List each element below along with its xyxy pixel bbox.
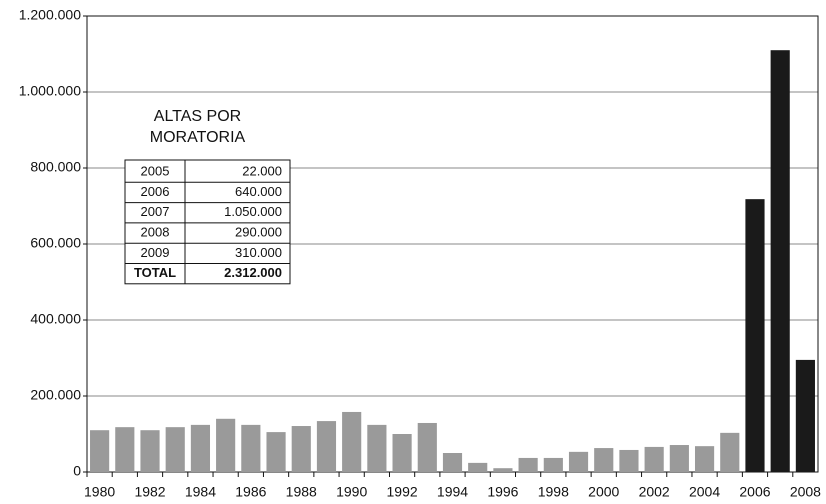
bar	[518, 457, 538, 472]
bar	[241, 424, 261, 472]
bar	[568, 451, 589, 472]
x-tick-label: 1988	[286, 484, 317, 500]
table-title: MORATORIA	[150, 129, 246, 146]
x-tick-label: 1998	[538, 484, 569, 500]
x-tick-label: 1980	[84, 484, 115, 500]
bar	[468, 462, 488, 472]
bar	[745, 199, 765, 472]
y-tick-label: 600.000	[30, 235, 81, 251]
x-tick-label: 2004	[689, 484, 720, 500]
bar	[190, 424, 211, 472]
bar	[694, 446, 715, 472]
bar	[720, 432, 740, 472]
table-value: 22.000	[242, 164, 282, 179]
bar	[291, 426, 311, 472]
x-tick-label: 1990	[336, 484, 367, 500]
table-title: ALTAS POR	[154, 108, 241, 125]
table-year: 2006	[141, 184, 170, 199]
table-year: 2008	[141, 224, 170, 239]
bar	[417, 422, 437, 472]
y-tick-label: 0	[73, 463, 81, 479]
bar	[493, 468, 513, 472]
y-tick-label: 200.000	[30, 387, 81, 403]
bar	[619, 449, 639, 472]
bar	[115, 427, 135, 472]
table-value: 290.000	[235, 224, 282, 239]
x-tick-label: 2002	[639, 484, 670, 500]
bar	[266, 432, 286, 472]
table-year: 2009	[141, 245, 170, 260]
y-tick-label: 1.200.000	[19, 7, 81, 23]
bar	[442, 453, 463, 472]
table-value: 1.050.000	[224, 204, 282, 219]
table-value: 640.000	[235, 184, 282, 199]
y-tick-label: 400.000	[30, 311, 81, 327]
bar	[316, 421, 337, 472]
table-value: 310.000	[235, 245, 282, 260]
x-tick-label: 1982	[134, 484, 165, 500]
table-year: 2005	[141, 164, 170, 179]
bar	[165, 427, 185, 472]
bar	[770, 50, 790, 472]
bar	[392, 434, 412, 472]
bar	[795, 359, 815, 472]
table-year: 2007	[141, 204, 170, 219]
bar	[90, 430, 110, 472]
x-tick-label: 1994	[437, 484, 468, 500]
x-tick-label: 2000	[588, 484, 619, 500]
bar	[594, 448, 614, 472]
x-tick-label: 2008	[790, 484, 821, 500]
table-total-value: 2.312.000	[224, 265, 282, 280]
x-tick-label: 1986	[235, 484, 266, 500]
bar	[216, 418, 236, 472]
bar	[543, 457, 563, 472]
x-tick-label: 2006	[739, 484, 770, 500]
bar	[367, 424, 387, 472]
bar	[669, 445, 689, 472]
x-tick-label: 1996	[487, 484, 518, 500]
y-tick-label: 800.000	[30, 159, 81, 175]
table-total-label: TOTAL	[134, 265, 176, 280]
bar	[644, 446, 664, 472]
bar	[342, 411, 362, 472]
y-tick-label: 1.000.000	[19, 83, 81, 99]
x-tick-label: 1984	[185, 484, 216, 500]
x-tick-label: 1992	[387, 484, 418, 500]
bar	[140, 430, 160, 472]
